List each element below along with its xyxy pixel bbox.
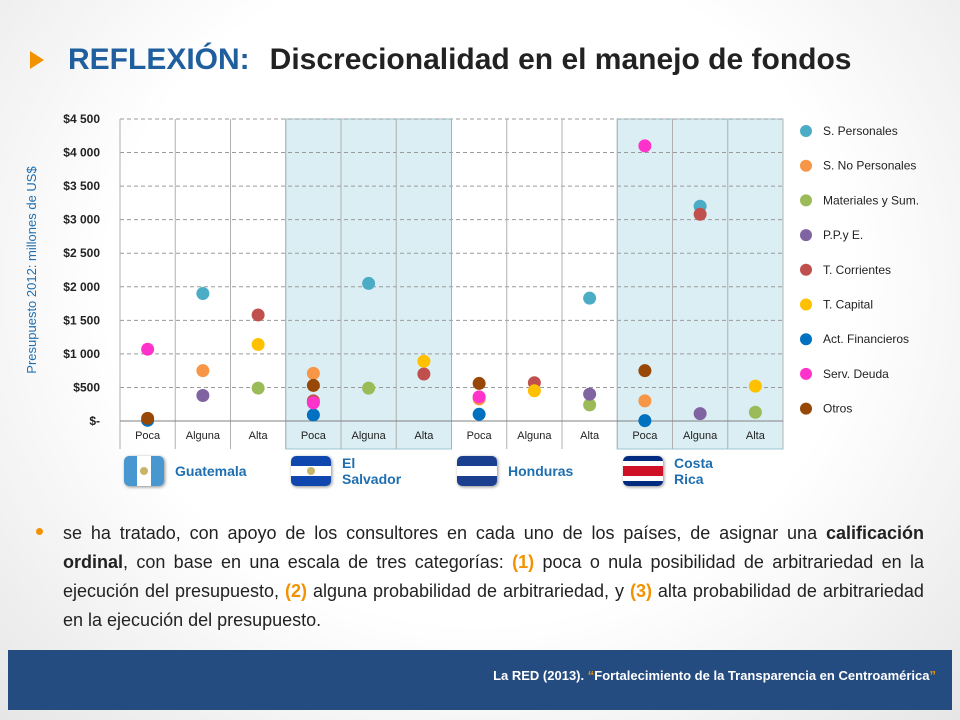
data-point <box>141 411 155 425</box>
slide-title: REFLEXIÓN: Discrecionalidad en el manejo… <box>30 40 851 80</box>
y-tick-label: $4 000 <box>63 146 100 160</box>
el-salvador-flag-icon <box>291 456 331 486</box>
y-tick-label: $1 000 <box>63 347 100 361</box>
y-tick-label: $500 <box>73 380 100 394</box>
country-label-honduras: Honduras <box>457 455 585 487</box>
legend-label: Otros <box>823 402 852 416</box>
data-point <box>251 381 265 395</box>
bullet-point: se ha tratado, con apoyo de los consulto… <box>36 519 924 635</box>
legend-label: Act. Financieros <box>823 332 909 346</box>
y-axis-label: Presupuesto 2012: millones de US$ <box>24 166 39 374</box>
data-point <box>693 207 707 221</box>
x-tick-label: Alta <box>414 430 434 442</box>
x-tick-label: Poca <box>467 430 493 442</box>
legend-label: T. Capital <box>823 298 873 312</box>
country-name: Costa Rica <box>665 450 751 492</box>
country-name: Guatemala <box>166 458 252 484</box>
x-tick-label: Alguna <box>683 430 718 442</box>
legend-marker <box>800 402 812 415</box>
legend-marker <box>800 298 812 311</box>
footer-citation: La RED (2013). “Fortalecimiento de la Tr… <box>493 668 936 683</box>
data-point <box>306 366 320 380</box>
data-point <box>472 376 486 390</box>
legend-label: S. Personales <box>823 124 898 138</box>
legend-label: Materiales y Sum. <box>823 193 919 207</box>
legend-marker <box>800 333 812 346</box>
y-tick-label: $2 500 <box>63 246 100 260</box>
data-point <box>251 308 265 322</box>
legend-marker <box>800 367 812 380</box>
bullet-icon <box>36 528 43 535</box>
honduras-flag-icon <box>457 456 497 486</box>
legend-marker <box>800 125 812 137</box>
legend-marker <box>800 194 812 207</box>
y-tick-label: $3 000 <box>63 213 100 227</box>
legend-marker <box>800 263 812 276</box>
country-name: Honduras <box>499 458 585 484</box>
country-label-guatemala: Guatemala <box>124 455 252 487</box>
data-point <box>748 405 762 419</box>
data-point <box>693 407 707 421</box>
legend-marker <box>800 159 812 172</box>
y-tick-label: $1 500 <box>63 313 100 327</box>
highlight-band <box>616 118 784 450</box>
data-point <box>527 384 541 398</box>
bullet-text: se ha tratado, con apoyo de los consulto… <box>63 523 924 630</box>
data-point <box>638 414 652 428</box>
x-tick-label: Alta <box>249 430 269 442</box>
data-point <box>362 276 376 290</box>
legend-label: T. Corrientes <box>823 263 891 277</box>
x-tick-label: Alta <box>580 430 600 442</box>
country-label-el-salvador: El Salvador <box>291 450 419 492</box>
guatemala-flag-icon <box>124 456 164 486</box>
title-text: Discrecionalidad en el manejo de fondos <box>269 43 852 76</box>
data-point <box>306 378 320 392</box>
y-tick-label: $4 500 <box>63 112 100 126</box>
data-point <box>583 398 597 412</box>
data-point <box>306 408 320 422</box>
data-point <box>196 388 210 402</box>
data-point <box>638 139 652 153</box>
data-point <box>141 342 155 356</box>
data-point <box>417 367 431 381</box>
x-tick-label: Alta <box>746 430 766 442</box>
country-name: El Salvador <box>333 450 419 492</box>
x-tick-label: Alguna <box>186 430 221 442</box>
data-point <box>417 354 431 368</box>
title-arrow-icon <box>30 51 44 69</box>
data-point <box>472 390 486 404</box>
legend-label: P.P.y E. <box>823 228 863 242</box>
scatter-chart: $- $500 $1 000 $1 500 $2 000 $2 500 $3 000 $3 5… <box>24 112 919 450</box>
legend-marker <box>800 229 812 242</box>
data-point <box>638 394 652 408</box>
data-point <box>748 379 762 393</box>
legend-label: S. No Personales <box>823 159 916 173</box>
country-label-costa-rica: Costa Rica <box>623 450 751 492</box>
x-tick-label: Poca <box>632 430 658 442</box>
x-tick-label: Alguna <box>517 430 552 442</box>
title-keyword: REFLEXIÓN: <box>68 43 250 76</box>
data-point <box>638 364 652 378</box>
y-tick-label: $3 500 <box>63 179 100 193</box>
y-tick-label: $- <box>89 414 100 428</box>
data-point <box>362 381 376 395</box>
data-point <box>583 291 597 305</box>
data-point <box>306 396 320 410</box>
legend-label: Serv. Deuda <box>823 367 889 381</box>
costa-rica-flag-icon <box>623 456 663 486</box>
x-tick-label: Alguna <box>351 430 386 442</box>
x-tick-label: Poca <box>301 430 327 442</box>
data-point <box>196 286 210 300</box>
data-point <box>472 407 486 421</box>
footer-bar: La RED (2013). “Fortalecimiento de la Tr… <box>8 650 952 710</box>
y-tick-label: $2 000 <box>63 280 100 294</box>
data-point <box>251 337 265 351</box>
x-tick-label: Poca <box>135 430 161 442</box>
data-point <box>196 364 210 378</box>
data-point <box>583 387 597 401</box>
